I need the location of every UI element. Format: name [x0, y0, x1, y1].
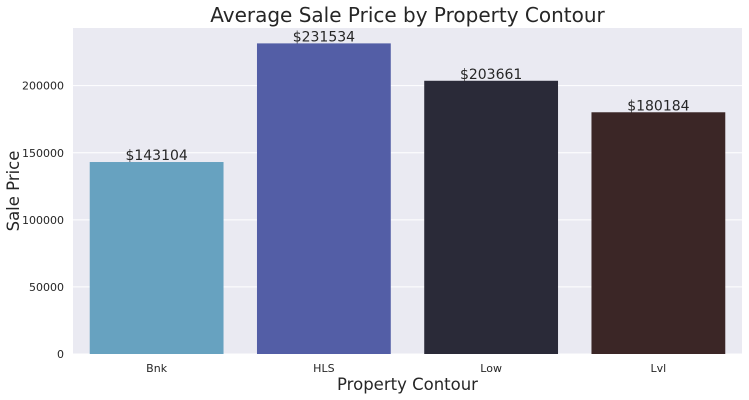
x-tick-label: Low: [480, 362, 502, 375]
x-tick-label: HLS: [313, 362, 334, 375]
y-tick-label: 0: [57, 348, 64, 361]
y-tick-label: 200000: [22, 80, 64, 93]
bar-bnk: [89, 162, 224, 354]
x-tick-label: Lvl: [651, 362, 667, 375]
y-tick-labels: 0 50000 100000 150000 200000: [22, 80, 64, 361]
x-axis-title: Property Contour: [337, 375, 478, 394]
bar-value-label: $203661: [460, 67, 522, 83]
bar-lvl: [591, 112, 726, 354]
x-tick-label: Bnk: [146, 362, 168, 375]
y-axis-title: Sale Price: [4, 151, 23, 232]
bar-value-label: $231534: [293, 29, 355, 45]
chart-title: Average Sale Price by Property Contour: [210, 3, 605, 27]
data-labels: $143104 $231534 $203661 $180184: [125, 29, 689, 164]
bar-low: [424, 80, 559, 354]
bar-value-label: $180184: [627, 98, 689, 114]
y-tick-label: 150000: [22, 147, 64, 160]
bars: [89, 43, 726, 354]
bar-value-label: $143104: [125, 148, 187, 164]
y-tick-label: 50000: [29, 281, 64, 294]
x-tick-labels: Bnk HLS Low Lvl: [146, 362, 666, 375]
y-tick-label: 100000: [22, 214, 64, 227]
bar-hls: [256, 43, 391, 354]
